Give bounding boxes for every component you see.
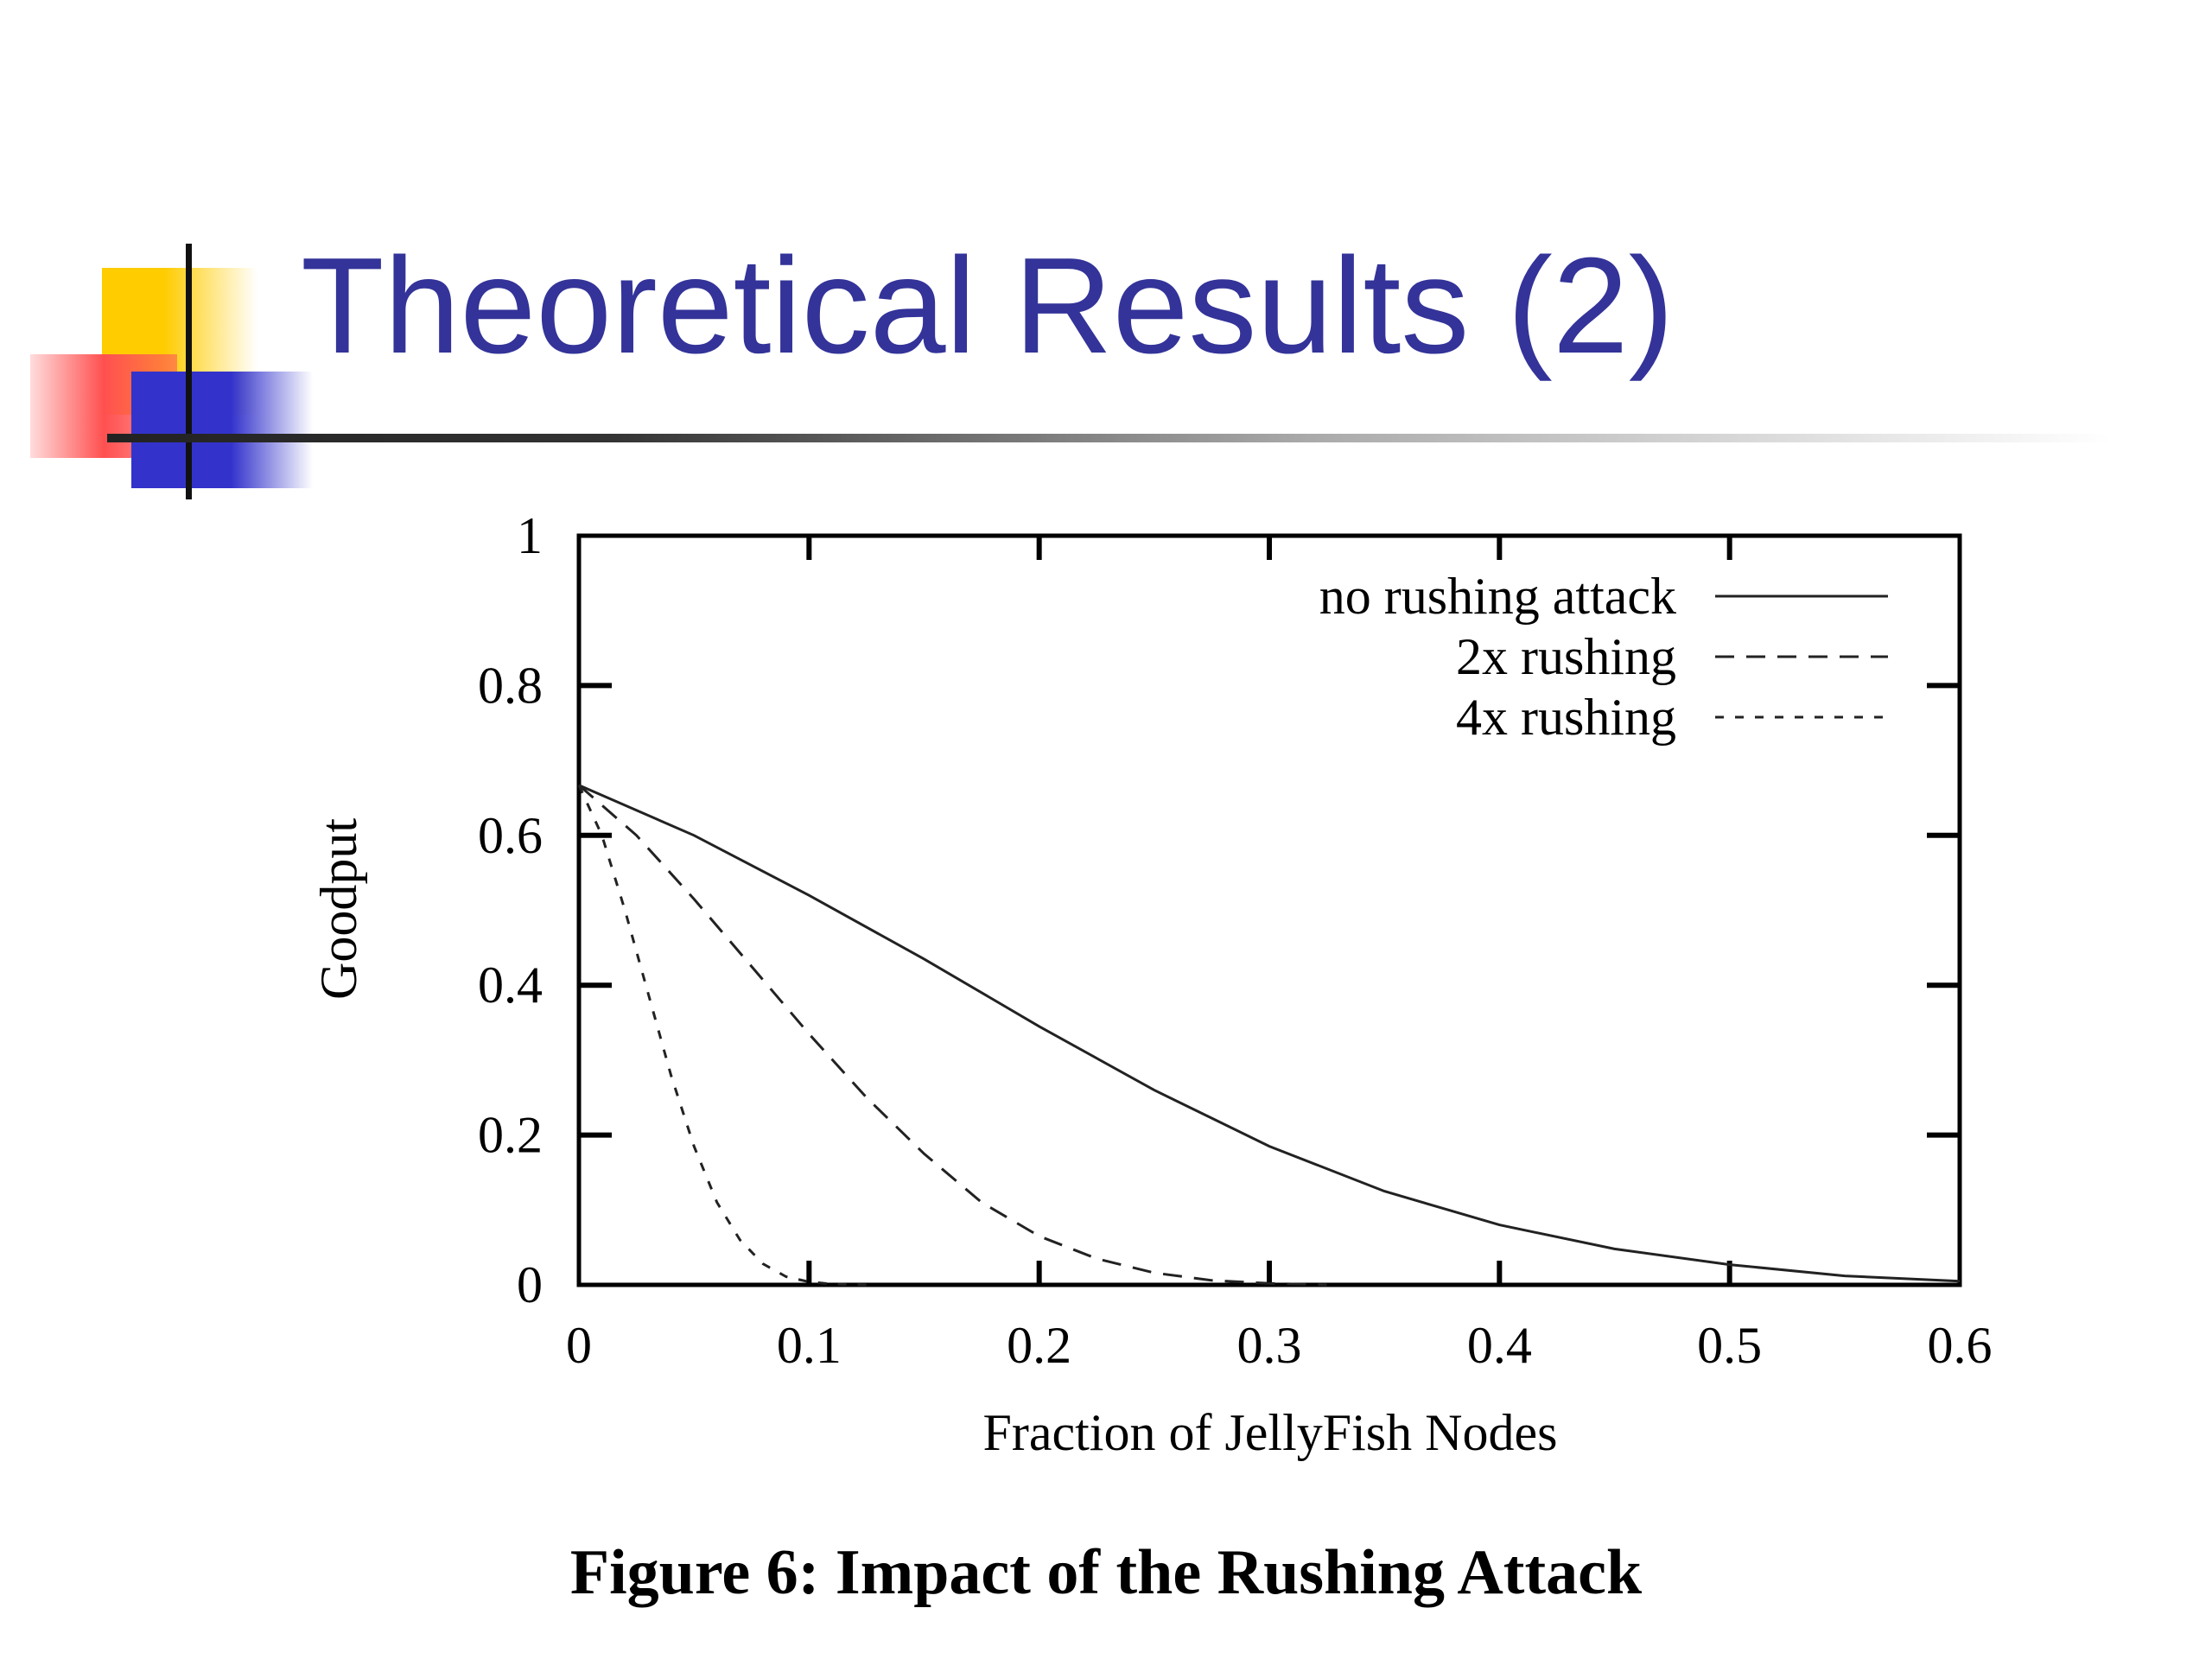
y-tick-label: 0.4 [478, 957, 543, 1014]
legend-label: no rushing attack [1319, 568, 1676, 625]
slide-title: Theoretical Results (2) [301, 230, 1675, 382]
decoration-blue-square [131, 372, 313, 488]
y-tick-label: 0.6 [478, 807, 543, 864]
y-tick-label: 1 [517, 507, 543, 564]
series-line-solid [578, 784, 1961, 1283]
legend-label: 2x rushing [1456, 628, 1676, 685]
title-underline [107, 434, 2112, 442]
y-axis-label: Goodput [310, 818, 367, 1000]
x-tick-label: 0 [566, 1317, 592, 1374]
series-line-dotted [577, 785, 867, 1287]
figure-caption: Figure 6: Impact of the Rushing Attack [569, 1537, 1643, 1608]
series-layer [577, 784, 1961, 1287]
x-tick-label: 0.4 [1467, 1317, 1532, 1374]
x-tick-label: 0.5 [1697, 1317, 1762, 1374]
y-tick-label: 0.8 [478, 657, 543, 714]
x-tick-label: 0.1 [777, 1317, 842, 1374]
x-tick-label: 0.2 [1007, 1317, 1071, 1374]
y-tick-label: 0 [517, 1256, 543, 1313]
x-axis-label: Fraction of JellyFish Nodes [983, 1404, 1558, 1461]
x-tick-label: 0.3 [1237, 1317, 1302, 1374]
series-line-dashed [578, 784, 1327, 1287]
decoration-vertical-line [186, 244, 192, 499]
x-tick-label: 0.6 [1928, 1317, 1993, 1374]
plot-frame [576, 533, 1962, 1287]
axis-layer: 0 0.1 0.2 0.3 0.4 0.5 0.6 0 0.2 0.4 0.6 0.8 1 [478, 507, 1993, 1374]
y-tick-label: 0.2 [478, 1107, 543, 1164]
legend-label: 4x rushing [1456, 689, 1676, 746]
